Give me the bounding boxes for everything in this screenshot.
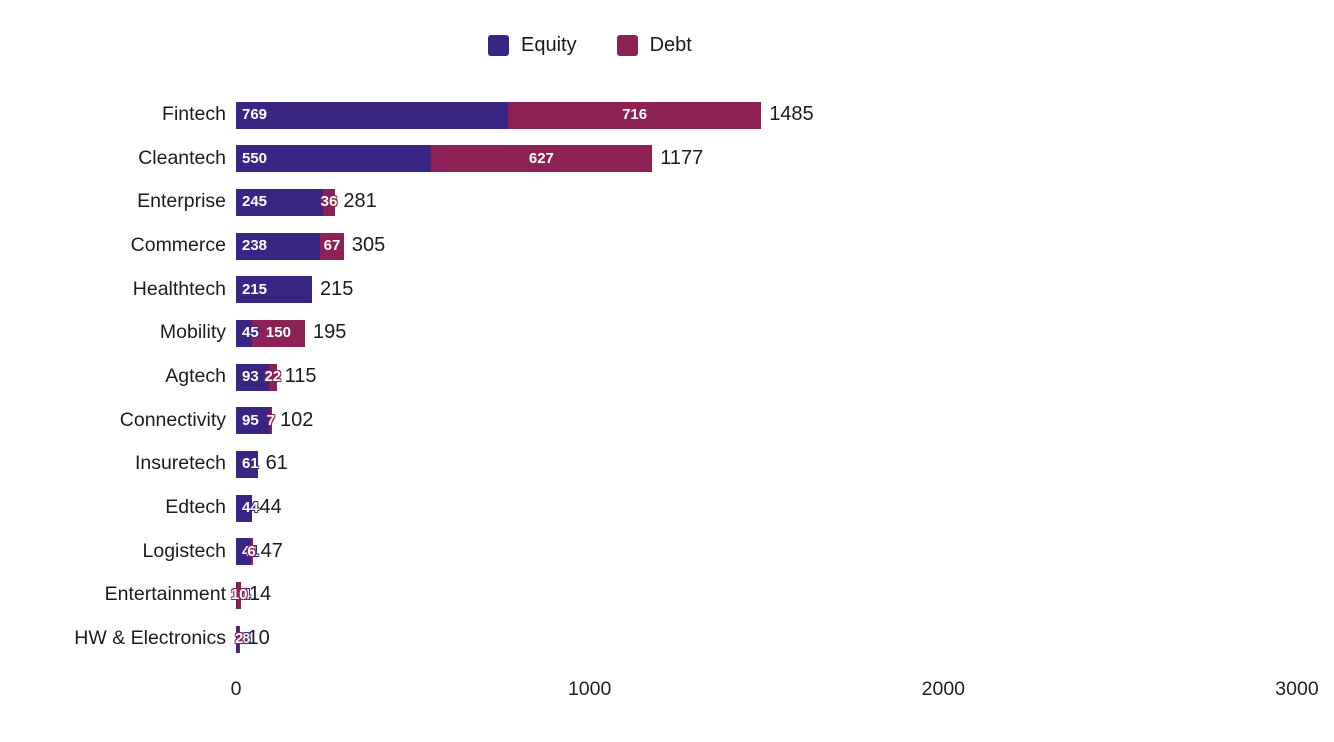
equity-value-label: 93 xyxy=(242,368,259,386)
equity-value-label: 61 xyxy=(242,455,259,473)
legend-item-debt: Debt xyxy=(616,34,692,57)
equity-segment xyxy=(236,232,321,260)
debt-value-label: 36 xyxy=(320,193,338,211)
equity-value-label: 45 xyxy=(242,324,259,342)
bar xyxy=(236,625,240,653)
x-axis-tick-label: 2000 xyxy=(921,678,966,700)
total-label: 44 xyxy=(259,496,282,519)
bar xyxy=(236,538,253,566)
debt-segment xyxy=(251,319,305,347)
bar xyxy=(236,494,252,522)
bar xyxy=(236,188,336,216)
total-label: 1177 xyxy=(660,146,704,169)
debt-value-label: 67 xyxy=(323,237,341,254)
debt-value-label: 627 xyxy=(528,149,554,167)
debt-segment xyxy=(268,363,277,391)
equity-segment xyxy=(236,276,313,304)
total-label: 281 xyxy=(343,190,377,213)
total-label: 1485 xyxy=(769,103,814,125)
category-label: Connectivity xyxy=(119,408,226,431)
debt-value-label: 150 xyxy=(265,324,291,342)
equity-segment xyxy=(236,581,238,609)
debt-legend-label: Debt xyxy=(649,34,692,56)
x-axis-tick-label: 1000 xyxy=(567,678,612,700)
category-label: Logistech xyxy=(142,539,226,562)
equity-segment xyxy=(236,319,252,347)
bar xyxy=(236,319,305,347)
bar xyxy=(236,101,762,129)
equity-value-label: 8 xyxy=(242,630,251,648)
total-label: 47 xyxy=(260,539,283,562)
bar xyxy=(236,363,277,391)
equity-segment xyxy=(236,145,431,173)
total-label: 61 xyxy=(265,452,288,475)
category-label: Entertainment xyxy=(104,583,226,606)
category-label: Agtech xyxy=(165,365,226,388)
x-axis-tick-label: 3000 xyxy=(1275,678,1319,700)
total-label: 102 xyxy=(280,408,314,431)
bar xyxy=(236,581,241,609)
legend-item-equity: Equity xyxy=(488,34,577,57)
category-label: Commerce xyxy=(130,234,226,256)
debt-segment xyxy=(250,538,253,566)
category-label: Insuretech xyxy=(134,452,226,475)
debt-value-label: 716 xyxy=(622,106,648,123)
equity-value-label: 44 xyxy=(242,499,259,517)
x-axis-tick-label: 0 xyxy=(230,678,242,700)
equity-value-label: 238 xyxy=(242,237,268,254)
equity-value-label: 769 xyxy=(242,106,268,123)
equity-segment xyxy=(236,188,323,216)
equity-legend-label: Equity xyxy=(521,34,577,56)
equity-value-label: 41 xyxy=(242,542,259,560)
total-label: 305 xyxy=(351,234,386,256)
debt-value-label: 22 xyxy=(264,368,282,386)
total-label: 14 xyxy=(248,583,272,606)
equity-value-label: 4 xyxy=(242,586,251,604)
category-label: Mobility xyxy=(159,321,226,344)
category-label: Healthtech xyxy=(132,277,226,300)
category-label: Fintech xyxy=(162,103,226,125)
category-label: HW & Electronics xyxy=(74,627,226,650)
equity-segment xyxy=(236,494,252,522)
total-label: 215 xyxy=(320,277,354,300)
debt-segment xyxy=(430,145,653,173)
bar xyxy=(236,276,313,304)
debt-segment xyxy=(269,407,273,435)
equity-value-label: 245 xyxy=(242,193,268,211)
equity-value-label: 215 xyxy=(242,280,268,298)
debt-value-label: 2 xyxy=(235,630,244,648)
debt-segment xyxy=(322,188,336,216)
debt-value-label: 10 xyxy=(230,586,248,604)
equity-segment xyxy=(236,538,251,566)
bar xyxy=(236,232,344,260)
debt-segment xyxy=(507,101,762,129)
debt-segment xyxy=(238,625,240,653)
bar xyxy=(236,450,258,478)
category-label: Enterprise xyxy=(137,190,226,213)
equity-segment xyxy=(236,363,269,391)
debt-color-swatch xyxy=(616,35,638,56)
equity-segment xyxy=(236,407,270,435)
equity-value-label: 550 xyxy=(242,149,268,167)
total-label: 10 xyxy=(247,627,270,650)
bar xyxy=(236,145,653,173)
category-label: Cleantech xyxy=(138,146,226,169)
equity-segment xyxy=(236,101,508,129)
debt-value-label: 6 xyxy=(247,542,256,560)
total-label: 195 xyxy=(312,321,347,344)
equity-segment xyxy=(236,625,239,653)
equity-segment xyxy=(236,450,258,478)
category-label: Edtech xyxy=(165,496,226,519)
total-label: 115 xyxy=(284,365,317,388)
debt-segment xyxy=(320,232,344,260)
chart-legend: Equity Debt xyxy=(488,34,692,57)
debt-segment xyxy=(237,581,241,609)
bar xyxy=(236,407,273,435)
debt-value-label: 7 xyxy=(266,411,275,429)
equity-color-swatch xyxy=(488,35,509,56)
equity-value-label: 95 xyxy=(242,411,259,429)
